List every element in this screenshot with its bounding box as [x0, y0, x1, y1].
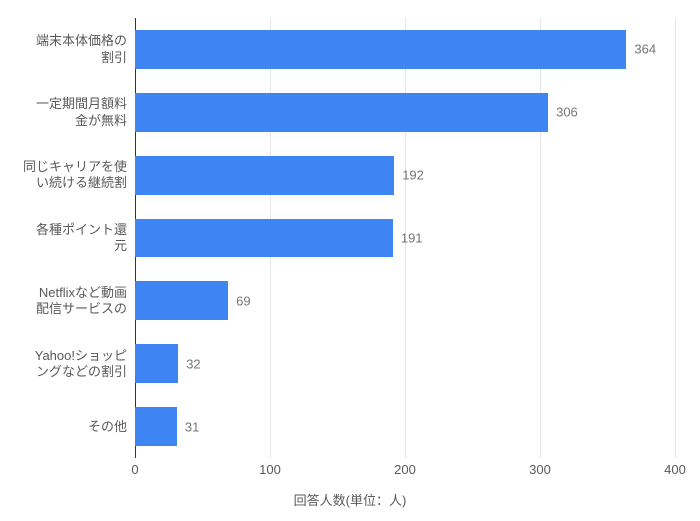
x-tick-label: 100 — [259, 462, 281, 477]
x-tick-label: 400 — [664, 462, 686, 477]
horizontal-bar-chart: 364 306 192 191 69 32 31 回答人数(単位：人) 0 100 200 300… — [0, 0, 700, 521]
bar-row: 31 — [135, 395, 675, 458]
bar-row: 69 — [135, 269, 675, 332]
bar — [135, 281, 228, 320]
x-tick-label: 300 — [529, 462, 551, 477]
category-label: Netflixなど動画 配信サービスの — [7, 285, 127, 318]
bar-row: 306 — [135, 81, 675, 144]
bar — [135, 30, 626, 69]
bar — [135, 219, 393, 258]
bar-value-label: 191 — [401, 230, 423, 245]
bar — [135, 156, 394, 195]
x-tick-label: 0 — [131, 462, 138, 477]
x-tick-label: 200 — [394, 462, 416, 477]
gridline — [675, 18, 676, 458]
category-label: その他 — [7, 418, 127, 434]
bar-value-label: 192 — [402, 168, 424, 183]
category-label: Yahoo!ショッピ ングなどの割引 — [7, 347, 127, 380]
x-axis-title: 回答人数(単位：人) — [0, 490, 700, 509]
bar — [135, 344, 178, 383]
bar — [135, 407, 177, 446]
bar-value-label: 364 — [634, 42, 656, 57]
bar-row: 364 — [135, 18, 675, 81]
bar-value-label: 31 — [185, 419, 199, 434]
category-label: 一定期間月額料 金が無料 — [7, 96, 127, 129]
bar-row: 32 — [135, 332, 675, 395]
category-label: 各種ポイント還 元 — [7, 222, 127, 255]
bar-value-label: 69 — [236, 293, 250, 308]
category-label: 同じキャリアを使 い続ける継続割 — [7, 159, 127, 192]
plot-area: 364 306 192 191 69 32 31 — [135, 18, 675, 458]
bar-value-label: 306 — [556, 105, 578, 120]
bar-row: 192 — [135, 144, 675, 207]
category-label: 端末本体価格の 割引 — [7, 33, 127, 66]
bar-value-label: 32 — [186, 356, 200, 371]
bar-row: 191 — [135, 207, 675, 270]
bar — [135, 93, 548, 132]
